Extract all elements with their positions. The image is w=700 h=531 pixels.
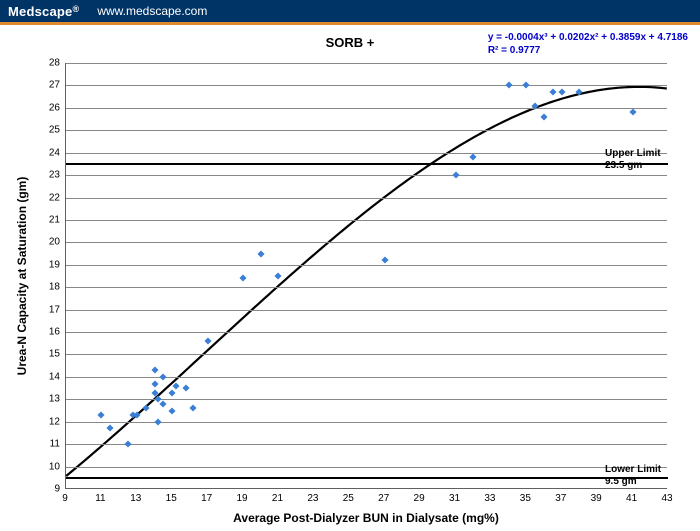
y-tick-label: 16 [49, 327, 60, 338]
x-tick-label: 25 [343, 493, 354, 504]
x-tick-label: 23 [307, 493, 318, 504]
y-axis-title: Urea-N Capacity at Saturation (gm) [15, 177, 29, 376]
gridline [66, 108, 667, 109]
gridline [66, 467, 667, 468]
gridline [66, 265, 667, 266]
chart-container: SORB + y = -0.0004x³ + 0.0202x² + 0.3859… [0, 25, 700, 531]
x-tick-label: 43 [661, 493, 672, 504]
y-tick-label: 11 [50, 439, 60, 450]
x-axis-title: Average Post-Dialyzer BUN in Dialysate (… [233, 511, 499, 525]
r2-text: R² = 0.9777 [488, 44, 688, 57]
x-tick-label: 13 [130, 493, 141, 504]
x-tick-label: 19 [236, 493, 247, 504]
x-tick-label: 11 [95, 493, 105, 504]
x-tick-label: 39 [591, 493, 602, 504]
gridline [66, 444, 667, 445]
upper_limit-label: Upper Limit23.5 gm [605, 148, 661, 172]
gridline [66, 242, 667, 243]
lower_limit-label: Lower Limit9.5 gm [605, 464, 661, 488]
x-tick-label: 29 [414, 493, 425, 504]
gridline [66, 85, 667, 86]
x-tick-label: 9 [62, 493, 68, 504]
x-tick-label: 21 [272, 493, 283, 504]
regression-formula: y = -0.0004x³ + 0.0202x² + 0.3859x + 4.7… [488, 31, 688, 57]
y-tick-label: 24 [49, 147, 60, 158]
brand-reg: ® [72, 4, 79, 14]
x-tick-label: 37 [555, 493, 566, 504]
header-bar: Medscape® www.medscape.com [0, 0, 700, 22]
y-tick-label: 17 [49, 304, 60, 315]
y-tick-label: 27 [49, 80, 60, 91]
y-tick-label: 10 [49, 461, 60, 472]
y-tick-label: 9 [54, 484, 60, 495]
upper_limit-line [66, 163, 668, 165]
y-tick-label: 15 [49, 349, 60, 360]
x-tick-label: 15 [166, 493, 177, 504]
x-tick-label: 35 [520, 493, 531, 504]
gridline [66, 130, 667, 131]
gridline [66, 310, 667, 311]
gridline [66, 175, 667, 176]
y-tick-label: 23 [49, 170, 60, 181]
gridline [66, 198, 667, 199]
x-tick-label: 31 [449, 493, 460, 504]
gridline [66, 332, 667, 333]
y-tick-label: 12 [49, 416, 60, 427]
y-tick-label: 13 [49, 394, 60, 405]
x-tick-label: 17 [201, 493, 212, 504]
y-tick-label: 26 [49, 102, 60, 113]
brand-text: Medscape [8, 4, 72, 19]
x-tick-label: 27 [378, 493, 389, 504]
y-tick-label: 14 [49, 371, 60, 382]
gridline [66, 354, 667, 355]
plot-area [65, 63, 667, 489]
gridline [66, 63, 667, 64]
y-tick-label: 21 [49, 214, 60, 225]
x-tick-label: 33 [484, 493, 495, 504]
y-tick-label: 20 [49, 237, 60, 248]
gridline [66, 377, 667, 378]
y-tick-label: 22 [49, 192, 60, 203]
y-tick-label: 19 [49, 259, 60, 270]
header-url: www.medscape.com [97, 4, 207, 18]
y-tick-label: 25 [49, 125, 60, 136]
y-tick-label: 18 [49, 282, 60, 293]
y-tick-label: 28 [49, 58, 60, 69]
trend-curve-path [66, 87, 667, 476]
gridline [66, 153, 667, 154]
lower_limit-line [66, 477, 668, 479]
brand-logo: Medscape® [8, 4, 79, 19]
gridline [66, 287, 667, 288]
gridline [66, 220, 667, 221]
equation-text: y = -0.0004x³ + 0.0202x² + 0.3859x + 4.7… [488, 31, 688, 44]
chart-title: SORB + [326, 35, 375, 50]
x-tick-label: 41 [626, 493, 637, 504]
